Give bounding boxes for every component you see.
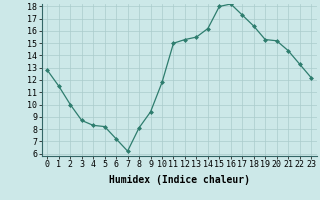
X-axis label: Humidex (Indice chaleur): Humidex (Indice chaleur) (109, 175, 250, 185)
